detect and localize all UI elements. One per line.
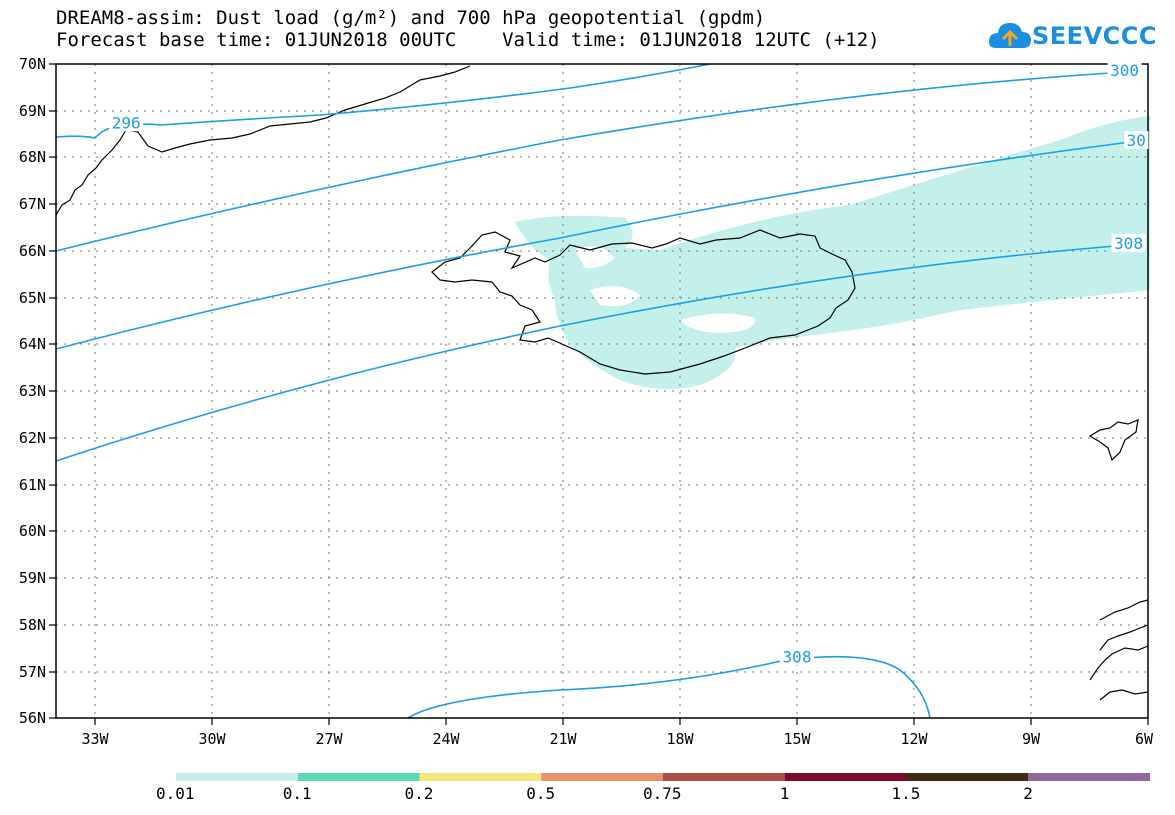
colorbar-label: 2 <box>1023 784 1033 803</box>
lon-label: 21W <box>549 730 577 748</box>
lat-label: 63N <box>19 382 46 400</box>
colorbar-segment <box>176 773 298 781</box>
coastlines <box>55 65 1149 701</box>
lat-labels: 70N 69N 68N 67N 66N 65N 64N 63N 62N 61N … <box>19 55 46 727</box>
colorbar-label: 1 <box>779 784 790 803</box>
lat-label: 59N <box>19 569 46 587</box>
colorbar <box>176 773 1150 781</box>
contour-label-bg <box>109 113 144 132</box>
dust-gaps <box>575 246 756 333</box>
contour-labels: 296 300 30 308 308 <box>109 61 1149 666</box>
contour-label: 300 <box>1110 61 1139 80</box>
colorbar-segment <box>906 773 1029 781</box>
lat-label: 56N <box>19 709 46 727</box>
iceland-coast <box>431 229 856 375</box>
lon-label: 18W <box>666 730 694 748</box>
map-subtitle: Forecast base time: 01JUN2018 00UTC Vali… <box>56 29 880 51</box>
contour-label: 308 <box>1114 234 1143 253</box>
colorbar-label: 0.75 <box>643 784 682 803</box>
contour-label: 296 <box>112 113 141 132</box>
contour-296 <box>55 63 711 139</box>
map-title: DREAM8-assim: Dust load (g/m²) and 700 h… <box>56 7 766 29</box>
lat-label: 62N <box>19 429 46 447</box>
logo-text: SEEVCCC <box>1032 22 1157 50</box>
contour-label: 30 <box>1127 131 1146 150</box>
lat-label: 65N <box>19 289 46 307</box>
lon-label: 12W <box>900 730 928 748</box>
lon-label: 24W <box>432 730 460 748</box>
colorbar-segment <box>419 773 542 781</box>
lon-label: 33W <box>81 730 109 748</box>
map-gridlines <box>56 64 1148 718</box>
lon-label: 6W <box>1135 730 1154 748</box>
lat-label: 68N <box>19 148 46 166</box>
contour-label: 308 <box>783 647 812 666</box>
colorbar-label: 0.01 <box>156 784 195 803</box>
faroe-islands <box>1088 419 1139 462</box>
lat-label: 58N <box>19 616 46 634</box>
lat-label: 61N <box>19 476 46 494</box>
colorbar-segment <box>541 773 663 781</box>
map-ticks <box>49 63 1149 725</box>
colorbar-label: 0.1 <box>282 784 312 803</box>
contour-label-bg <box>780 647 814 666</box>
geopotential-contours <box>55 63 1131 719</box>
colorbar-label: 0.5 <box>526 784 556 803</box>
colorbar-label: 0.2 <box>404 784 434 803</box>
lat-label: 66N <box>19 242 46 260</box>
lat-label: 70N <box>19 55 46 73</box>
contour-label-bg <box>1124 131 1149 150</box>
lon-label: 15W <box>783 730 811 748</box>
lat-label: 64N <box>19 335 46 353</box>
lat-label: 57N <box>19 663 46 681</box>
seevccc-logo: SEEVCCC <box>988 18 1157 58</box>
contour-label-bg <box>1107 61 1142 80</box>
lon-label: 9W <box>1022 730 1041 748</box>
contour-304 <box>55 141 1131 350</box>
colorbar-segment <box>297 773 420 781</box>
contour-label-bg <box>1111 233 1146 252</box>
colorbar-segment <box>1028 773 1150 781</box>
colorbar-segment <box>663 773 785 781</box>
colorbar-label: 1.5 <box>891 784 921 803</box>
greenland-coast <box>55 65 471 216</box>
scotland-coast <box>1089 599 1149 701</box>
cloud-icon <box>988 23 1031 48</box>
dust-area <box>515 116 1150 389</box>
lat-label: 67N <box>19 195 46 213</box>
lon-labels: 33W 30W 27W 24W 21W 18W 15W 12W 9W 6W <box>81 730 1154 748</box>
lon-label: 27W <box>315 730 343 748</box>
colorbar-segment <box>784 773 907 781</box>
contour-300 <box>55 72 1111 252</box>
contour-308-south <box>407 655 931 719</box>
lon-label: 30W <box>198 730 226 748</box>
contour-308-north <box>55 245 1116 462</box>
lat-label: 60N <box>19 522 46 540</box>
lat-label: 69N <box>19 102 46 120</box>
